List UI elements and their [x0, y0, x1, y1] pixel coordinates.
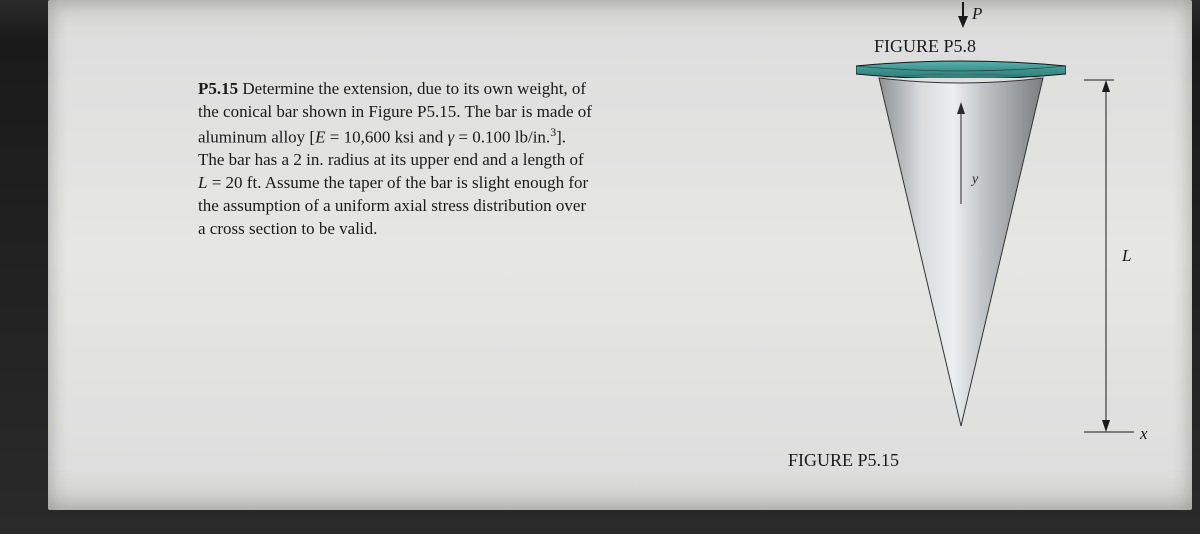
- e-value: = 10,600 ksi and: [325, 128, 447, 147]
- label-x: x: [1140, 424, 1148, 444]
- problem-line3a: aluminum alloy [: [198, 128, 315, 147]
- problem-line6: the assumption of a uniform axial stress…: [198, 196, 586, 215]
- label-p: P: [972, 4, 982, 24]
- problem-line4: The bar has a 2 in. radius at its upper …: [198, 150, 584, 169]
- symbol-e: E: [315, 128, 325, 147]
- l-value: = 20 ft. Assume the taper of the bar is …: [207, 173, 588, 192]
- caption-figure-p5-15: FIGURE P5.15: [788, 450, 899, 471]
- problem-number: P5.15: [198, 79, 238, 98]
- problem-line2: the conical bar shown in Figure P5.15. T…: [198, 102, 592, 121]
- conical-bar: [856, 74, 1066, 432]
- textbook-page: P FIGURE P5.8 P5.15 Determine the extens…: [48, 0, 1192, 510]
- problem-line1: Determine the extension, due to its own …: [242, 79, 586, 98]
- problem-line7: a cross section to be valid.: [198, 219, 377, 238]
- label-l: L: [1122, 246, 1131, 266]
- gamma-value: = 0.100 lb/in.: [454, 128, 550, 147]
- label-y: y: [972, 172, 978, 188]
- figure-p5-15: L x y: [828, 60, 1168, 460]
- caption-figure-p5-8: FIGURE P5.8: [874, 36, 976, 57]
- problem-text: P5.15 Determine the extension, due to it…: [198, 78, 678, 241]
- problem-line3b: ].: [556, 128, 566, 147]
